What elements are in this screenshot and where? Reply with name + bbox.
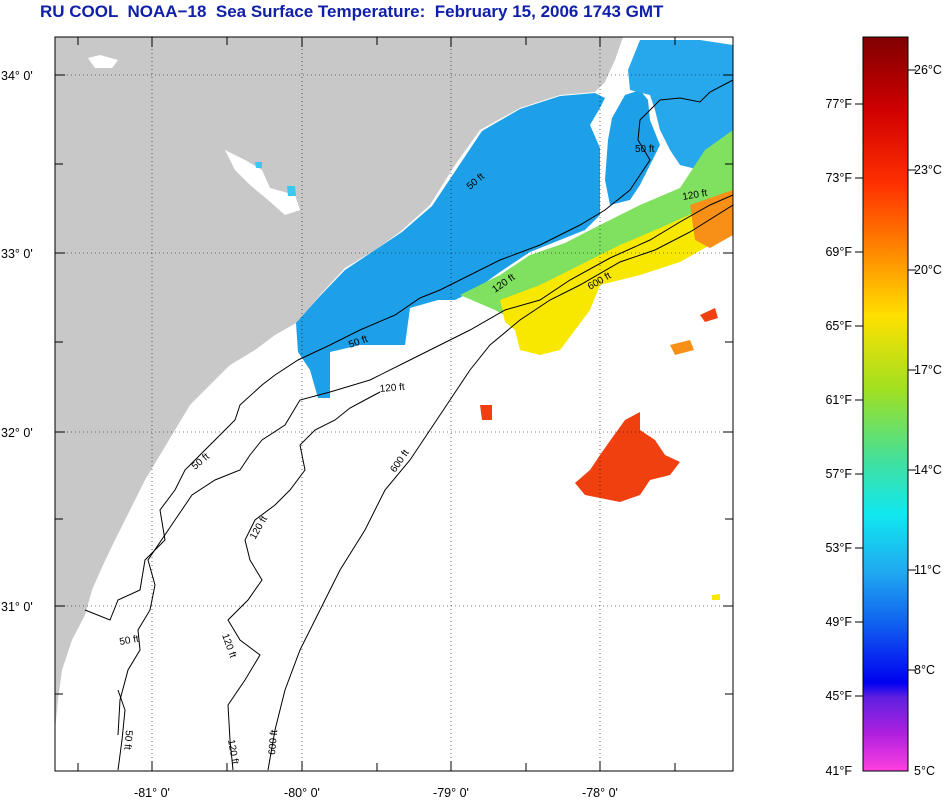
colorbar: 77°F 73°F 69°F 65°F 61°F 57°F 53°F 49°F …: [825, 36, 942, 778]
lat-label: 31° 0': [1, 600, 33, 614]
colorbar-celsius-label: 11°C: [914, 563, 941, 577]
sst-patch: [287, 186, 296, 196]
sst-green-region: [460, 130, 733, 318]
colorbar-celsius-label: 20°C: [914, 263, 942, 277]
sst-patch: [670, 340, 694, 355]
colorbar-celsius-label: 23°C: [914, 163, 942, 177]
colorbar-fahrenheit-label: 61°F: [825, 393, 852, 407]
colorbar-celsius-label: 5°C: [914, 764, 935, 778]
contour-label: 120 ft: [379, 382, 405, 395]
lon-label: -79° 0': [433, 786, 469, 800]
colorbar-fahrenheit-label: 69°F: [825, 245, 852, 259]
colorbar-fahrenheit-label: 57°F: [825, 467, 852, 481]
sst-patch: [480, 405, 492, 420]
sst-blue-region: [605, 90, 660, 205]
lon-label: -78° 0': [582, 786, 618, 800]
map-frame: [54, 36, 734, 772]
colorbar-fahrenheit-label: 65°F: [825, 319, 852, 333]
colorbar-fahrenheit-label: 53°F: [825, 541, 852, 555]
colorbar-fahrenheit-label: 73°F: [825, 171, 852, 185]
latitude-labels: 34° 0' 33° 0' 32° 0' 31° 0': [1, 69, 33, 614]
colorbar-fahrenheit-label: 45°F: [825, 689, 852, 703]
inland-water: [88, 55, 118, 68]
graticule: [55, 37, 733, 771]
sst-patch: [712, 594, 720, 600]
inland-water: [225, 150, 300, 215]
lat-label: 33° 0': [1, 247, 33, 261]
sst-yellow-region: [500, 200, 733, 355]
lat-label: 32° 0': [1, 426, 33, 440]
contour-label: 120 ft: [225, 739, 240, 766]
lon-label: -80° 0': [284, 786, 320, 800]
depth-contours: [84, 79, 733, 771]
colorbar-celsius-label: 8°C: [914, 663, 935, 677]
map-title: RU COOL NOAA−18 Sea Surface Temperature:…: [40, 2, 664, 21]
colorbar-celsius-label: 14°C: [914, 463, 942, 477]
colorbar-celsius-label: 26°C: [914, 63, 942, 77]
colorbar-fahrenheit-label: 49°F: [825, 615, 852, 629]
sst-blue-region: [628, 40, 733, 170]
contour-label: 600 ft: [267, 729, 280, 755]
sst-patch: [255, 162, 262, 168]
contour-label: 50 ft: [121, 730, 134, 751]
contour-label: 120 ft: [682, 188, 709, 203]
lon-label: -81° 0': [134, 786, 170, 800]
colorbar-celsius-label: 17°C: [914, 363, 942, 377]
longitude-labels: -81° 0' -80° 0' -79° 0' -78° 0': [134, 786, 618, 800]
colorbar-gradient: [862, 36, 909, 772]
colorbar-fahrenheit-label: 77°F: [825, 97, 852, 111]
sst-red-region: [575, 412, 680, 502]
sst-blue-region: [296, 93, 605, 398]
lat-label: 34° 0': [1, 69, 33, 83]
sst-patch: [700, 308, 718, 322]
frame-ticks: [55, 37, 733, 771]
contour-label: 50 ft: [635, 144, 655, 155]
land-area: [55, 37, 623, 730]
colorbar-fahrenheit-label: 41°F: [825, 764, 852, 778]
contour-label: 50 ft: [119, 634, 140, 648]
